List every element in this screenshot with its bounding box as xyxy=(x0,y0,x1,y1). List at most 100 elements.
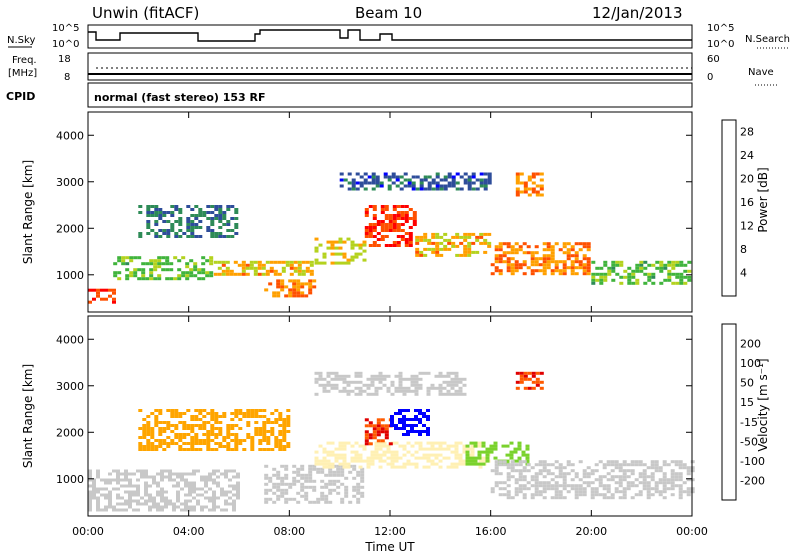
data-cell xyxy=(435,244,440,248)
data-cell xyxy=(372,427,377,431)
data-cell xyxy=(332,488,337,492)
nave-label: Nave xyxy=(748,67,774,78)
data-cell xyxy=(289,260,294,264)
data-cell xyxy=(202,442,207,445)
data-cell xyxy=(282,424,287,427)
data-cell xyxy=(214,415,219,418)
data-cell xyxy=(531,172,536,176)
data-cell xyxy=(188,508,192,512)
data-cell xyxy=(264,464,269,468)
data-cell xyxy=(370,456,375,460)
data-cell xyxy=(414,456,419,460)
data-cell xyxy=(184,505,188,509)
data-cell xyxy=(527,386,532,390)
data-cell xyxy=(590,472,595,476)
data-cell xyxy=(178,220,183,223)
data-cell xyxy=(506,260,511,264)
data-cell xyxy=(602,475,607,479)
data-cell xyxy=(586,242,591,246)
data-cell xyxy=(566,257,571,261)
data-cell xyxy=(443,178,448,182)
data-cell xyxy=(458,380,463,384)
data-cell xyxy=(427,241,432,245)
data-cell xyxy=(458,441,463,445)
data-cell xyxy=(514,266,519,270)
data-cell xyxy=(570,266,575,270)
data-cell xyxy=(172,505,176,509)
data-cell xyxy=(438,444,443,448)
time-xlabel: Time UT xyxy=(364,540,415,554)
data-cell xyxy=(312,279,317,283)
data-cell xyxy=(156,472,160,476)
data-cell xyxy=(193,265,198,269)
data-cell xyxy=(506,266,511,270)
data-cell xyxy=(142,436,147,439)
data-cell xyxy=(214,208,219,211)
data-cell xyxy=(358,380,363,384)
data-cell xyxy=(438,386,443,390)
data-cell xyxy=(220,493,224,497)
data-cell xyxy=(292,291,297,295)
data-cell xyxy=(376,427,381,431)
data-cell xyxy=(292,470,297,474)
data-cell xyxy=(522,263,527,267)
data-cell xyxy=(439,241,444,245)
data-cell xyxy=(308,464,313,468)
data-cell xyxy=(236,493,240,497)
data-cell xyxy=(318,383,323,387)
data-cell xyxy=(153,262,158,266)
data-cell xyxy=(380,439,385,443)
data-cell xyxy=(272,491,277,495)
data-cell xyxy=(136,499,140,503)
data-cell xyxy=(558,466,563,470)
data-cell xyxy=(574,257,579,261)
data-cell xyxy=(274,418,279,421)
data-cell xyxy=(678,466,683,470)
data-cell xyxy=(686,490,691,494)
data-cell xyxy=(322,447,327,451)
data-cell xyxy=(598,475,603,479)
data-cell xyxy=(494,254,499,258)
data-cell xyxy=(177,274,182,278)
data-cell xyxy=(518,266,523,270)
data-cell xyxy=(642,481,647,485)
data-cell xyxy=(204,475,208,479)
data-cell xyxy=(502,242,507,246)
data-cell xyxy=(178,439,183,442)
data-cell xyxy=(687,260,692,264)
data-cell xyxy=(387,184,392,188)
data-cell xyxy=(280,285,285,289)
data-cell xyxy=(404,241,409,244)
data-cell xyxy=(276,494,281,498)
data-cell xyxy=(242,448,247,451)
data-cell xyxy=(166,232,171,235)
data-cell xyxy=(522,460,527,464)
data-cell xyxy=(293,260,298,264)
data-cell xyxy=(144,484,148,488)
data-cell xyxy=(510,272,515,276)
data-cell xyxy=(228,502,232,506)
data-cell xyxy=(502,463,507,467)
data-cell xyxy=(206,430,211,433)
data-cell xyxy=(687,269,692,273)
data-cell xyxy=(314,456,319,460)
data-cell xyxy=(462,462,467,466)
data-cell xyxy=(470,453,475,457)
data-cell xyxy=(178,436,183,439)
data-cell xyxy=(489,447,494,451)
data-cell xyxy=(334,377,339,381)
data-cell xyxy=(282,445,287,448)
data-cell xyxy=(338,441,343,445)
data-cell xyxy=(374,453,379,457)
data-cell xyxy=(354,392,359,396)
data-cell xyxy=(370,450,375,454)
data-cell xyxy=(515,193,520,197)
data-cell xyxy=(346,465,351,469)
data-cell xyxy=(546,248,551,252)
data-cell xyxy=(614,463,619,467)
data-cell xyxy=(487,241,492,245)
data-cell xyxy=(530,466,535,470)
data-cell xyxy=(442,447,447,451)
data-cell xyxy=(278,430,283,433)
data-cell xyxy=(627,266,632,270)
